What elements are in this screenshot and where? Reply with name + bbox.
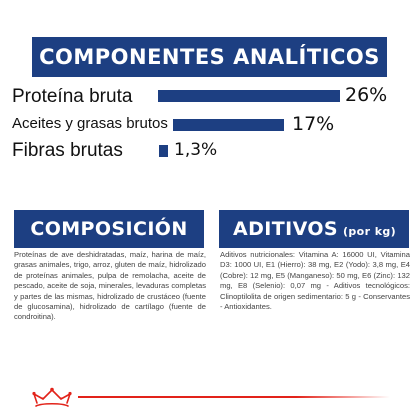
- fat-value: 17%: [292, 113, 335, 135]
- fiber-value: 1,3%: [174, 140, 218, 160]
- brand-accent-line: [78, 396, 390, 398]
- analytics-row-fiber: Fibras brutas 1,3%: [12, 140, 412, 164]
- fat-label: Aceites y grasas brutos: [12, 115, 168, 132]
- composition-header: COMPOSICIÓN: [14, 210, 204, 248]
- royal-canin-crown-icon: [32, 387, 72, 407]
- protein-value: 26%: [345, 84, 388, 106]
- protein-label: Proteína bruta: [12, 86, 133, 107]
- additives-text: Aditivos nutricionales: Vitamina A: 1600…: [220, 250, 410, 312]
- fat-bar: [173, 119, 284, 131]
- analytics-row-fat: Aceites y grasas brutos 17%: [12, 113, 412, 137]
- fiber-label: Fibras brutas: [12, 140, 123, 161]
- composition-text: Proteínas de ave deshidratadas, maíz, ha…: [14, 250, 206, 322]
- analytics-header: COMPONENTES ANALÍTICOS: [32, 37, 387, 77]
- additives-unit: (por kg): [342, 225, 397, 238]
- analytics-row-protein: Proteína bruta 26%: [12, 84, 412, 110]
- analytics-title: COMPONENTES ANALÍTICOS: [39, 45, 380, 69]
- additives-title: ADITIVOS: [233, 218, 338, 240]
- composition-title: COMPOSICIÓN: [30, 218, 188, 240]
- additives-header: ADITIVOS (por kg): [219, 210, 409, 248]
- protein-bar: [158, 90, 340, 102]
- fiber-bar: [159, 145, 168, 157]
